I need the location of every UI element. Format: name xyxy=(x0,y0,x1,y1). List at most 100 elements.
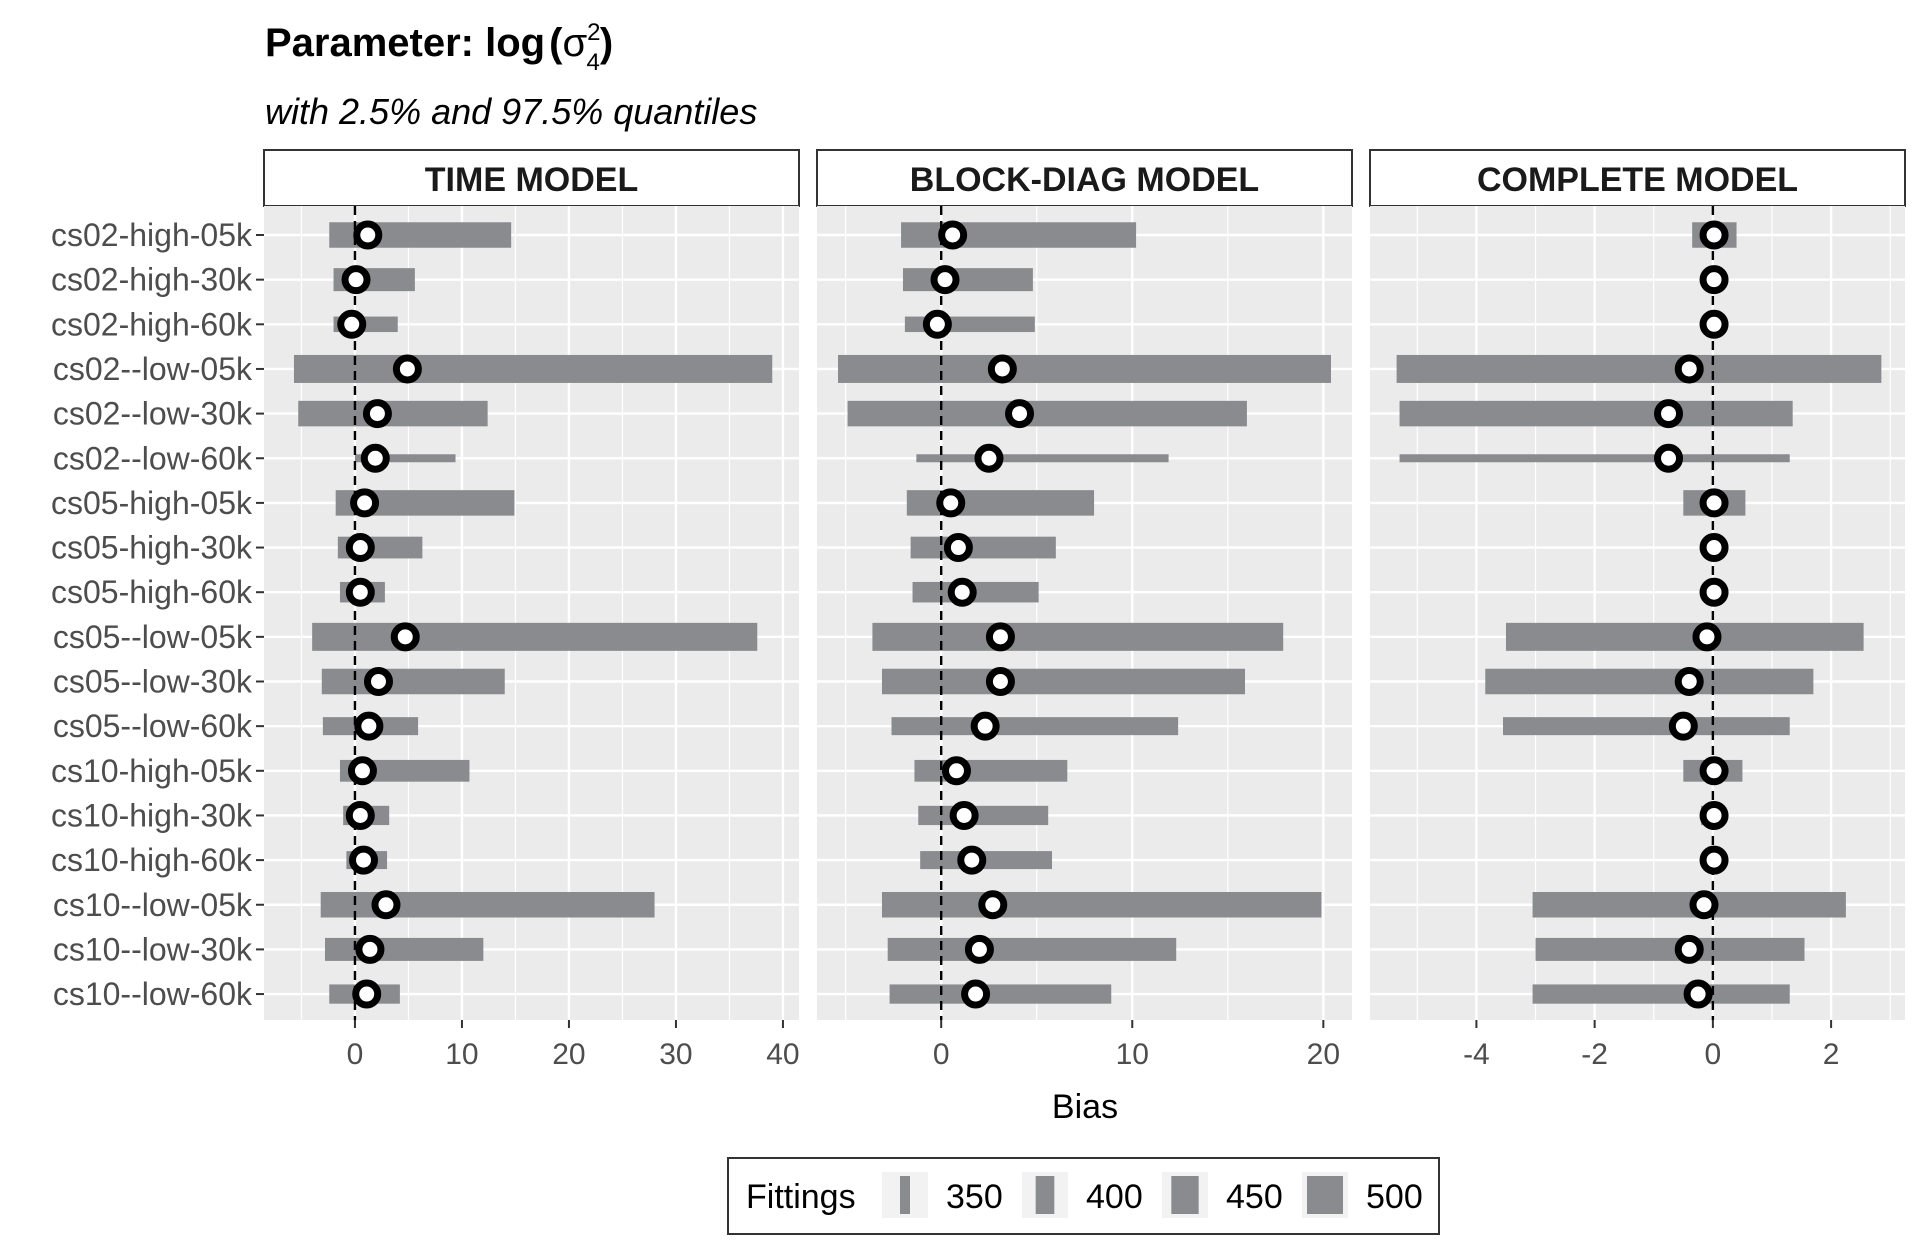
title-math: σ xyxy=(562,21,587,65)
point-cs05--low-05k xyxy=(390,622,420,652)
point-cs02--low-05k xyxy=(1674,354,1704,384)
point-cs05-high-60k xyxy=(345,577,375,607)
y-tick-label: cs02-high-60k xyxy=(51,306,253,342)
bar-cs10-high-05k xyxy=(914,759,1068,782)
y-tick-label: cs05-high-30k xyxy=(51,530,253,566)
bars xyxy=(1396,222,1882,1004)
panel-2: BLOCK-DIAG MODEL 0 10 20 xyxy=(816,149,1353,1071)
point-cs05-high-60k xyxy=(1699,577,1729,607)
point-cs02--low-60k xyxy=(360,443,390,473)
bar-cs05--low-30k xyxy=(321,668,505,695)
point-cs02-high-05k xyxy=(353,220,383,250)
point-cs02--low-30k xyxy=(1005,399,1035,429)
bar-cs02--low-30k xyxy=(1399,400,1793,427)
y-tick-label: cs10-high-60k xyxy=(51,842,253,878)
chart-title: Parameter: log (σ2 4) xyxy=(265,19,613,76)
point-cs05-high-30k xyxy=(943,533,973,563)
point-cs02-high-05k xyxy=(1699,220,1729,250)
point-cs02--low-30k xyxy=(362,399,392,429)
panel-3: COMPLETE MODEL -4 -2 0 2 xyxy=(1369,149,1906,1071)
bar-cs05--low-60k xyxy=(891,717,1179,736)
point-cs05--low-60k xyxy=(354,711,384,741)
points xyxy=(1654,220,1729,1009)
bar-cs10--low-30k xyxy=(324,937,484,961)
bar-cs05--low-05k xyxy=(1505,622,1864,651)
point-cs10--low-60k xyxy=(1683,979,1713,1009)
bar-cs10--low-05k xyxy=(1532,892,1846,918)
y-tick-label: cs02-high-30k xyxy=(51,262,253,298)
y-tick-label: cs10--low-60k xyxy=(53,976,253,1012)
x-tick-label: -2 xyxy=(1581,1038,1608,1071)
x-tick-label: 2 xyxy=(1823,1038,1840,1071)
legend-label-400: 400 xyxy=(1086,1178,1143,1216)
bar-cs10--low-60k xyxy=(889,984,1112,1004)
panel-strip-label: TIME MODEL xyxy=(425,161,638,199)
y-tick-label: cs10-high-30k xyxy=(51,797,253,833)
panel-strip xyxy=(1369,149,1906,207)
point-cs10--low-05k xyxy=(1689,890,1719,920)
point-cs05--low-30k xyxy=(985,667,1015,696)
bar-cs05-high-30k xyxy=(910,536,1056,559)
y-tick-label: cs10-high-05k xyxy=(51,753,253,789)
bar-cs02--low-60k xyxy=(1399,454,1790,463)
bar-cs02--low-60k xyxy=(354,454,456,463)
x-tick-label: 10 xyxy=(445,1038,478,1071)
point-cs05-high-05k xyxy=(1699,488,1729,518)
panel-background xyxy=(1370,206,1905,1020)
point-cs10-high-30k xyxy=(949,800,979,830)
panel-background xyxy=(264,206,799,1020)
point-cs05--low-60k xyxy=(1668,711,1698,741)
y-tick-label: cs05--low-60k xyxy=(53,708,253,744)
point-cs02-high-30k xyxy=(930,265,960,295)
y-tick-label: cs02--low-30k xyxy=(53,396,253,432)
legend-label-450: 450 xyxy=(1226,1178,1283,1216)
point-cs10--low-05k xyxy=(978,890,1008,920)
panel-strip xyxy=(263,149,800,207)
bar-cs02--low-30k xyxy=(847,400,1247,427)
x-axis: 0 10 20 xyxy=(933,1020,1340,1071)
point-cs10-high-60k xyxy=(1699,845,1729,875)
x-tick-label: -4 xyxy=(1463,1038,1490,1071)
legend-key-500 xyxy=(1307,1176,1343,1214)
point-cs02-high-30k xyxy=(341,265,371,295)
y-tick-label: cs02--low-05k xyxy=(53,351,253,387)
point-cs02-high-05k xyxy=(938,220,968,250)
chart-subtitle: with 2.5% and 97.5% quantiles xyxy=(265,91,757,132)
bar-cs10--low-05k xyxy=(881,892,1322,918)
panel-strip-label: COMPLETE MODEL xyxy=(1477,161,1798,199)
point-cs02-high-30k xyxy=(1699,265,1729,295)
x-tick-label: 30 xyxy=(659,1038,692,1071)
bar-cs10--low-05k xyxy=(320,892,655,918)
point-cs10-high-30k xyxy=(345,800,375,830)
point-cs05-high-30k xyxy=(1699,533,1729,563)
y-tick-label: cs02-high-05k xyxy=(51,217,253,253)
x-tick-label: 0 xyxy=(933,1038,950,1071)
x-axis-title: Bias xyxy=(1052,1088,1118,1126)
legend-key-350 xyxy=(900,1176,910,1214)
x-axis: 0 10 20 30 40 xyxy=(347,1020,800,1071)
point-cs05--low-60k xyxy=(970,711,1000,741)
bar-cs10-high-30k xyxy=(918,805,1049,826)
bar-cs02-high-05k xyxy=(901,222,1137,248)
point-cs10-high-05k xyxy=(941,756,971,786)
point-cs10--low-60k xyxy=(352,979,382,1009)
point-cs05-high-30k xyxy=(345,533,375,563)
point-cs02--low-30k xyxy=(1654,399,1684,429)
y-tick-label: cs05--low-30k xyxy=(53,664,253,700)
bar-cs02--low-05k xyxy=(838,354,1331,383)
point-cs10--low-30k xyxy=(1674,934,1704,964)
point-cs10-high-60k xyxy=(957,845,987,875)
legend-key-450 xyxy=(1171,1176,1199,1214)
point-cs02-high-60k xyxy=(1699,309,1729,339)
panel-strip-label: BLOCK-DIAG MODEL xyxy=(910,161,1259,199)
point-cs05--low-30k xyxy=(363,667,393,696)
x-tick-label: 10 xyxy=(1116,1038,1149,1071)
bar-cs05-high-05k xyxy=(906,490,1095,516)
y-tick-label: cs05-high-05k xyxy=(51,485,253,521)
bar-cs10--low-60k xyxy=(1532,984,1790,1004)
legend-key-400 xyxy=(1035,1176,1055,1214)
bar-cs05--low-60k xyxy=(1503,717,1790,736)
